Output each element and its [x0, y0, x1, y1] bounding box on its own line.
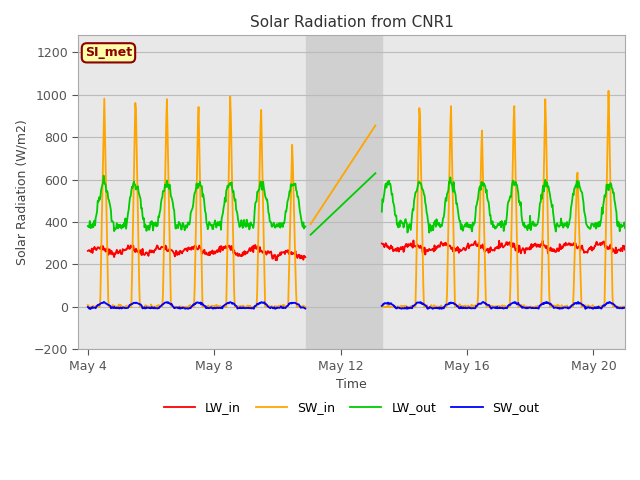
LW_out — [408, 211, 416, 217]
SW_in — [408, 303, 416, 309]
LW_out — [157, 207, 164, 213]
Text: SI_met: SI_met — [85, 47, 132, 60]
Line: LW_in: LW_in — [88, 240, 625, 260]
Title: Solar Radiation from CNR1: Solar Radiation from CNR1 — [250, 15, 454, 30]
Line: LW_out: LW_out — [88, 176, 625, 233]
SW_out — [495, 305, 503, 311]
LW_in — [408, 243, 416, 249]
SW_out — [157, 304, 164, 310]
Y-axis label: Solar Radiation (W/m2): Solar Radiation (W/m2) — [15, 120, 28, 265]
SW_in — [193, 188, 200, 194]
LW_out — [495, 221, 503, 227]
LW_out — [621, 225, 629, 231]
X-axis label: Time: Time — [336, 378, 367, 391]
LW_out — [145, 227, 153, 233]
LW_in — [495, 238, 503, 244]
LW_out — [84, 223, 92, 229]
Legend: LW_in, SW_in, LW_out, SW_out: LW_in, SW_in, LW_out, SW_out — [159, 396, 545, 420]
SW_in — [157, 304, 164, 310]
LW_in — [157, 246, 164, 252]
SW_in — [84, 302, 92, 308]
SW_out — [621, 305, 629, 311]
SW_out — [193, 300, 200, 306]
LW_in — [145, 250, 153, 255]
LW_in — [193, 246, 200, 252]
LW_out — [193, 180, 200, 186]
SW_out — [84, 304, 92, 310]
Bar — [306, 36, 381, 349]
LW_in — [621, 247, 629, 252]
Line: SW_in: SW_in — [88, 91, 625, 307]
SW_in — [495, 303, 503, 309]
SW_out — [145, 305, 153, 311]
SW_in — [145, 304, 153, 310]
SW_out — [408, 305, 416, 311]
SW_in — [621, 304, 629, 310]
LW_in — [84, 248, 92, 254]
Line: SW_out: SW_out — [88, 302, 625, 309]
